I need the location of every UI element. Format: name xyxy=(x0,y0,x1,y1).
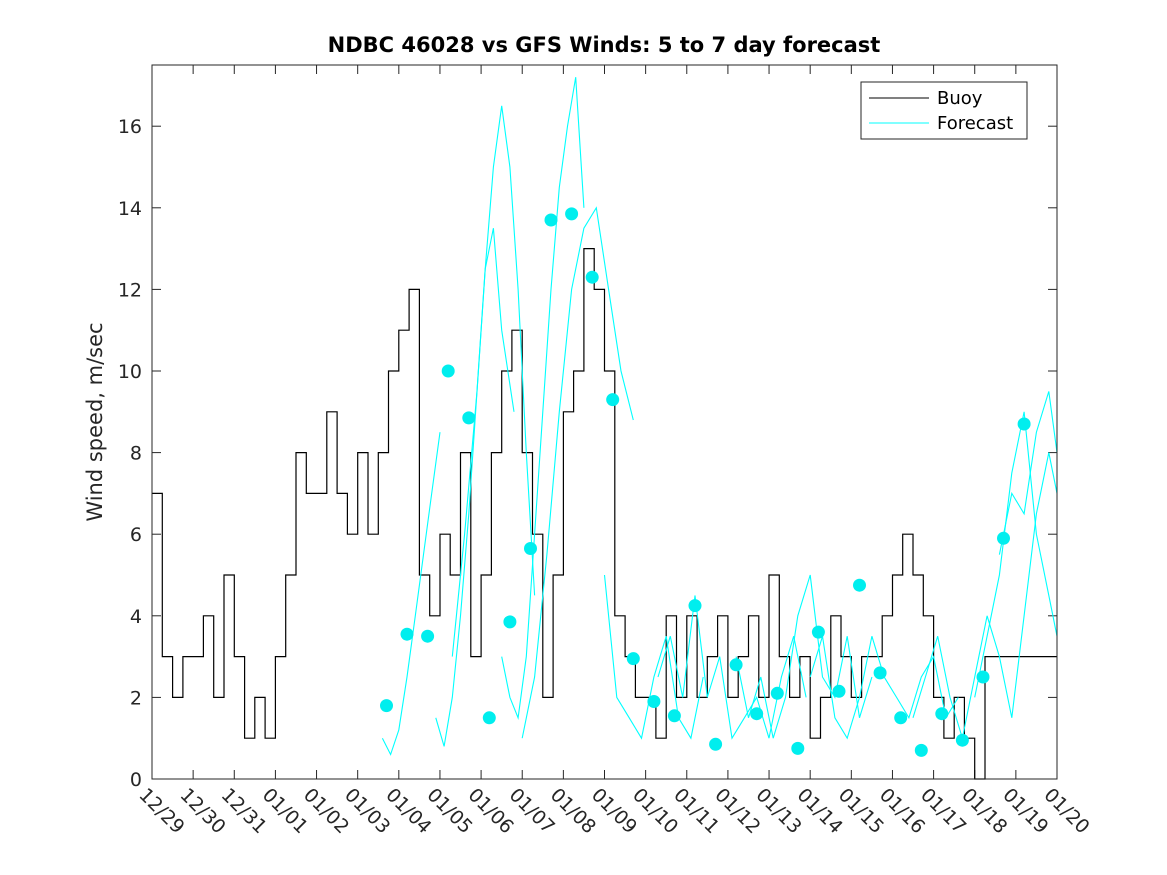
forecast-line-11 xyxy=(998,391,1058,555)
forecast-markers xyxy=(380,207,1031,757)
y-axis: 0 2 4 6 8 10 12 14 16 xyxy=(118,116,1057,791)
forecast-line-9 xyxy=(912,452,1058,739)
forecast-marker xyxy=(894,711,908,725)
y-tick-label: 2 xyxy=(130,687,142,709)
y-tick-label: 10 xyxy=(118,361,142,383)
forecast-marker xyxy=(565,207,579,221)
chart-title: NDBC 46028 vs GFS Winds: 5 to 7 day fore… xyxy=(328,33,881,57)
forecast-marker xyxy=(955,733,969,747)
y-tick-label: 12 xyxy=(118,279,142,301)
forecast-marker xyxy=(770,686,784,700)
forecast-marker xyxy=(667,709,681,723)
y-tick-label: 6 xyxy=(130,524,142,546)
forecast-marker xyxy=(626,652,640,666)
forecast-line-10 xyxy=(974,411,1058,698)
forecast-line-4 xyxy=(521,206,634,739)
forecast-line-3 xyxy=(501,77,585,720)
forecast-line-6 xyxy=(657,595,807,740)
forecast-marker xyxy=(914,743,928,757)
forecast-marker xyxy=(873,666,887,680)
forecast-marker xyxy=(935,707,949,721)
legend-forecast-label: Forecast xyxy=(937,113,1013,134)
forecast-series xyxy=(381,77,1058,756)
forecast-marker xyxy=(503,615,517,629)
plot-area xyxy=(152,65,1057,779)
y-tick-label: 16 xyxy=(118,116,142,138)
forecast-marker xyxy=(544,213,558,227)
forecast-marker xyxy=(482,711,496,725)
y-tick-label: 4 xyxy=(130,606,142,628)
forecast-marker xyxy=(709,737,723,751)
y-axis-label: Wind speed, m/sec xyxy=(83,322,107,521)
forecast-marker xyxy=(380,699,393,713)
legend-box xyxy=(860,81,1028,140)
forecast-line-7 xyxy=(735,574,873,739)
plot-frame xyxy=(151,64,1058,780)
forecast-marker xyxy=(441,364,455,378)
legend: Buoy Forecast xyxy=(860,81,1028,140)
y-tick-label: 14 xyxy=(118,198,142,220)
forecast-marker xyxy=(421,629,435,643)
forecast-marker xyxy=(688,599,702,613)
forecast-marker xyxy=(400,627,414,641)
forecast-marker xyxy=(606,393,620,407)
forecast-line-1 xyxy=(435,228,515,747)
forecast-marker xyxy=(791,741,805,755)
buoy-series xyxy=(152,248,1057,780)
forecast-marker xyxy=(729,658,743,672)
forecast-marker xyxy=(524,542,537,555)
forecast-marker xyxy=(997,531,1010,545)
forecast-marker xyxy=(585,270,599,284)
legend-buoy-label: Buoy xyxy=(937,88,983,109)
forecast-marker xyxy=(750,707,764,721)
y-tick-label: 0 xyxy=(130,769,142,791)
forecast-marker xyxy=(462,411,476,425)
forecast-marker xyxy=(647,695,661,708)
buoy-line xyxy=(152,248,1057,780)
forecast-marker xyxy=(832,684,846,698)
forecast-marker xyxy=(811,625,825,639)
forecast-marker xyxy=(1017,417,1031,431)
forecast-line-0 xyxy=(381,432,441,756)
y-tick-label: 8 xyxy=(130,443,142,465)
forecast-marker xyxy=(853,578,866,592)
forecast-line-2 xyxy=(451,105,536,657)
forecast-marker xyxy=(976,670,990,684)
forecast-line-5 xyxy=(603,574,704,740)
